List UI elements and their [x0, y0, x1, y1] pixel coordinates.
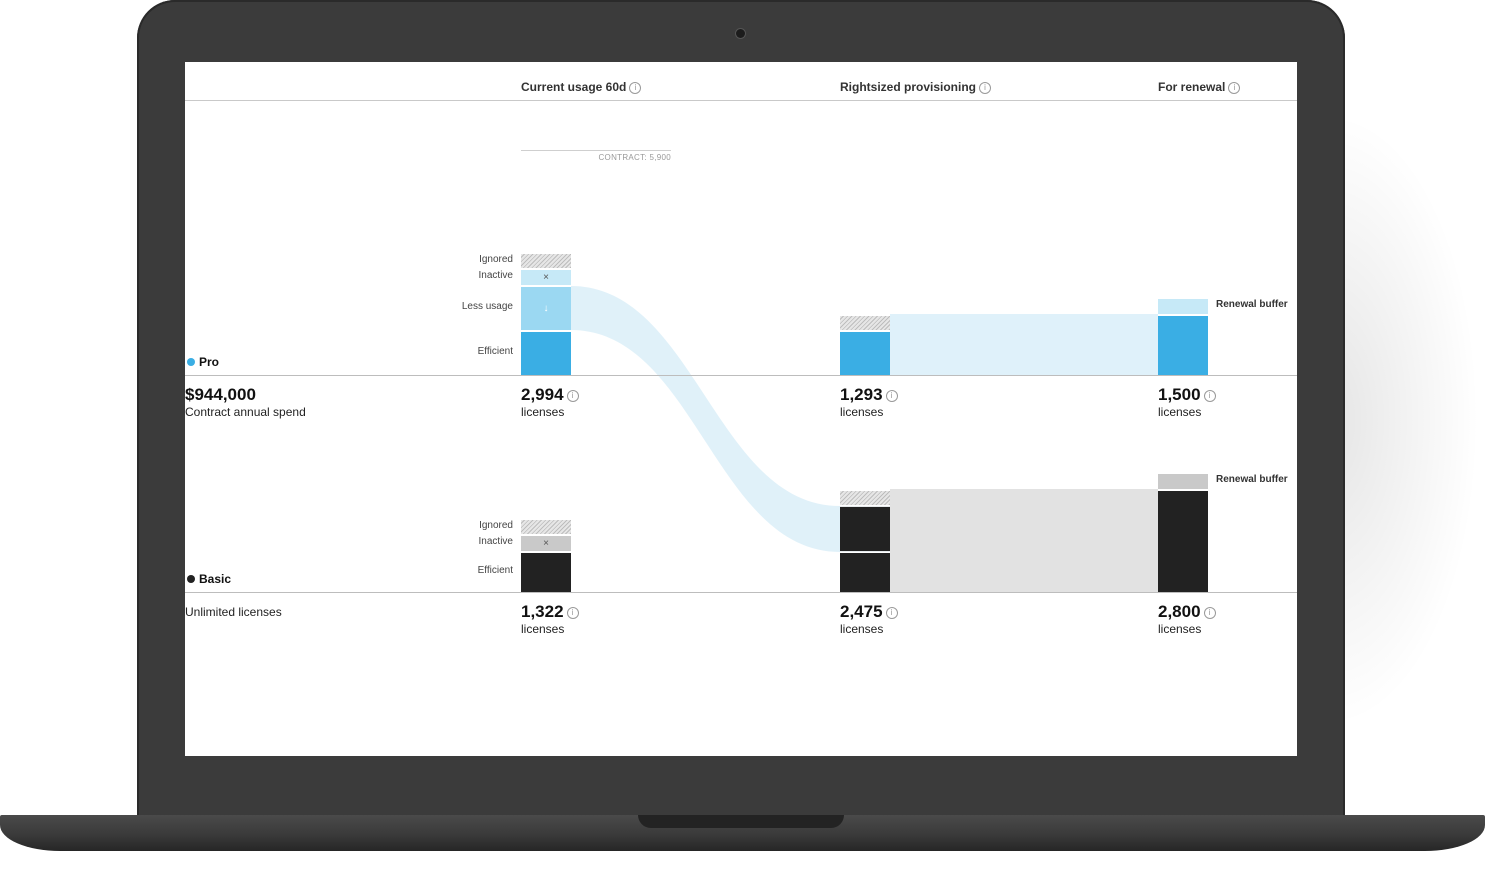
- value-number: 2,800: [1158, 602, 1201, 621]
- info-icon[interactable]: i: [885, 607, 898, 619]
- column-header-current-label: Current usage 60d: [521, 80, 627, 94]
- pro-efficient-label: Efficient: [477, 346, 513, 357]
- info-icon[interactable]: i: [1203, 390, 1216, 402]
- column-header-rightsized-label: Rightsized provisioning: [840, 80, 977, 94]
- value-number: 1,322: [521, 602, 564, 621]
- pro-current-value: 2,994 i: [521, 385, 579, 405]
- basic-dot-icon: [187, 575, 195, 583]
- info-icon[interactable]: i: [566, 390, 579, 402]
- pro-renewal-bar[interactable]: [1158, 316, 1208, 375]
- basic-renewal-unit: licenses: [1158, 622, 1202, 636]
- column-header-renewal: For renewal i: [1158, 80, 1241, 94]
- basic-renewal-buffer-bar[interactable]: [1158, 474, 1208, 489]
- arrow-down-icon: ↓: [543, 303, 549, 314]
- pro-to-basic-flow: [571, 286, 840, 552]
- info-icon[interactable]: i: [1203, 607, 1216, 619]
- basic-rightsized-value: 2,475 i: [840, 602, 898, 622]
- pro-less-usage-bar[interactable]: ↓: [521, 287, 571, 330]
- pro-rightsized-unit: licenses: [840, 405, 884, 419]
- contract-label: CONTRACT: 5,900: [598, 153, 671, 162]
- pro-less-usage-label: Less usage: [461, 301, 513, 312]
- basic-ignored-label: Ignored: [479, 520, 513, 531]
- pro-ignored-label: Ignored: [479, 254, 513, 265]
- pro-spend-label: Contract annual spend: [185, 405, 306, 419]
- pro-inactive-label: Inactive: [478, 270, 513, 281]
- laptop-notch: [638, 815, 844, 828]
- info-icon[interactable]: i: [629, 82, 642, 94]
- pro-inactive-bar[interactable]: ×: [521, 270, 571, 285]
- pro-rightsized-ignored-bar[interactable]: [840, 316, 890, 330]
- info-icon[interactable]: i: [566, 607, 579, 619]
- basic-spend-label: Unlimited licenses: [185, 605, 282, 619]
- pro-spend-value: $944,000: [185, 385, 256, 404]
- close-icon: ×: [543, 272, 549, 283]
- contract-line: [521, 150, 671, 151]
- tier-label-basic: Basic: [187, 572, 231, 586]
- app-screen: Current usage 60d i Rightsized provisioni…: [185, 62, 1297, 756]
- column-header-current: Current usage 60d i: [521, 80, 642, 94]
- column-header-rightsized: Rightsized provisioning i: [840, 80, 992, 94]
- pro-rightsized-value: 1,293 i: [840, 385, 898, 405]
- basic-inactive-label: Inactive: [478, 536, 513, 547]
- info-icon[interactable]: i: [1228, 82, 1241, 94]
- value-number: 1,500: [1158, 385, 1201, 404]
- pro-efficient-bar[interactable]: [521, 332, 571, 375]
- value-number: 2,994: [521, 385, 564, 404]
- pro-dot-icon: [187, 358, 195, 366]
- basic-renewal-value: 2,800 i: [1158, 602, 1216, 622]
- pro-rightsized-bar[interactable]: [840, 332, 890, 375]
- basic-renewal-bar[interactable]: [1158, 491, 1208, 592]
- pro-ignored-bar[interactable]: [521, 254, 571, 268]
- basic-ignored-bar[interactable]: [521, 520, 571, 534]
- info-icon[interactable]: i: [979, 82, 992, 94]
- tier-name: Pro: [199, 355, 220, 369]
- basic-current-unit: licenses: [521, 622, 565, 636]
- basic-efficient-label: Efficient: [477, 565, 513, 576]
- pro-baseline: [185, 375, 1297, 376]
- pro-renewal-unit: licenses: [1158, 405, 1202, 419]
- header-divider: [185, 100, 1297, 101]
- basic-to-renewal-flow: [890, 489, 1158, 592]
- basic-inactive-bar[interactable]: ×: [521, 536, 571, 551]
- laptop-shadow: [1330, 110, 1480, 730]
- basic-rightsized-upper-bar[interactable]: [840, 507, 890, 551]
- basic-baseline: [185, 592, 1297, 593]
- pro-renewal-buffer-bar[interactable]: [1158, 299, 1208, 314]
- tier-name: Basic: [199, 572, 232, 586]
- basic-efficient-bar[interactable]: [521, 553, 571, 592]
- pro-renewal-buffer-label: Renewal buffer: [1216, 299, 1288, 310]
- column-header-renewal-label: For renewal: [1158, 80, 1226, 94]
- basic-renewal-buffer-label: Renewal buffer: [1216, 474, 1288, 485]
- pro-renewal-value: 1,500 i: [1158, 385, 1216, 405]
- close-icon: ×: [543, 538, 549, 549]
- flow-bands: [571, 286, 1158, 592]
- basic-rightsized-ignored-bar[interactable]: [840, 491, 890, 505]
- pro-to-renewal-flow: [890, 314, 1158, 375]
- info-icon[interactable]: i: [885, 390, 898, 402]
- basic-rightsized-unit: licenses: [840, 622, 884, 636]
- basic-rightsized-lower-bar[interactable]: [840, 553, 890, 592]
- webcam-icon: [736, 29, 745, 38]
- value-number: 2,475: [840, 602, 883, 621]
- pro-current-unit: licenses: [521, 405, 565, 419]
- value-number: 1,293: [840, 385, 883, 404]
- basic-current-value: 1,322 i: [521, 602, 579, 622]
- tier-label-pro: Pro: [187, 355, 219, 369]
